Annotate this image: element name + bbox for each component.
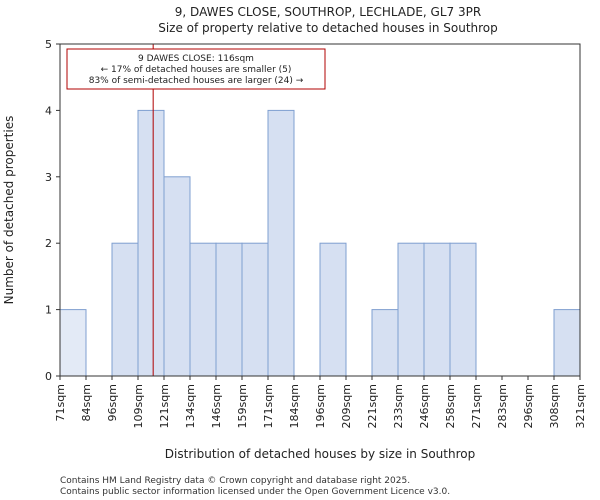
bar-146sqm (215, 242, 243, 377)
x-tick-label: 109sqm (132, 384, 145, 428)
x-tick-label: 271sqm (470, 384, 483, 428)
x-tick-label: 159sqm (236, 384, 249, 428)
bars-group (59, 109, 581, 377)
y-tick-label: 3 (45, 171, 52, 184)
x-tick-label: 296sqm (522, 384, 535, 428)
bar-109sqm (137, 109, 165, 377)
x-tick-label: 96sqm (106, 384, 119, 421)
bar-134sqm (189, 242, 217, 377)
x-axis: 71sqm 84sqm 96sqm 109sqm 121sqm 134sqm 146sqm 1… (54, 376, 587, 428)
chart-title: 9, DAWES CLOSE, SOUTHROP, LECHLADE, GL7 … (175, 5, 481, 19)
annotation-box (66, 48, 326, 90)
x-tick-label: 221sqm (366, 384, 379, 428)
x-axis-label: Distribution of detached houses by size … (165, 447, 475, 461)
chart-subtitle: Size of property relative to detached ho… (158, 21, 498, 35)
annotation-line-2: ← 17% of detached houses are smaller (5) (101, 65, 292, 75)
x-tick-label: 196sqm (314, 384, 327, 428)
bar-159sqm (241, 242, 269, 377)
x-tick-label: 321sqm (574, 384, 587, 428)
bar-196sqm (319, 242, 347, 377)
bar-171sqm (267, 109, 295, 377)
y-tick-label: 4 (45, 104, 52, 117)
bar-233sqm (397, 242, 425, 377)
bar-221sqm (371, 309, 399, 377)
bar-71sqm (59, 309, 87, 377)
y-tick-label: 2 (45, 237, 52, 250)
x-tick-label: 209sqm (340, 384, 353, 428)
x-tick-label: 134sqm (184, 384, 197, 428)
footer-line-2: Contains public sector information licen… (60, 487, 450, 497)
y-axis-label: Number of detached properties (2, 116, 16, 305)
footer-line-1: Contains HM Land Registry data © Crown c… (60, 476, 410, 486)
annotation-line-3: 83% of semi-detached houses are larger (… (89, 76, 304, 86)
y-tick-label: 1 (45, 304, 52, 317)
x-tick-label: 233sqm (392, 384, 405, 428)
x-tick-label: 308sqm (548, 384, 561, 428)
x-tick-label: 246sqm (418, 384, 431, 428)
x-tick-label: 258sqm (444, 384, 457, 428)
y-tick-label: 0 (45, 370, 52, 383)
x-tick-label: 283sqm (496, 384, 509, 428)
annotation-line-1: 9 DAWES CLOSE: 116sqm (138, 54, 254, 64)
x-tick-label: 171sqm (262, 384, 275, 428)
bar-258sqm (449, 242, 477, 377)
x-tick-label: 146sqm (210, 384, 223, 428)
y-tick-label: 5 (45, 38, 52, 51)
x-tick-label: 84sqm (80, 384, 93, 421)
x-tick-label: 184sqm (288, 384, 301, 428)
bar-96sqm (111, 242, 139, 377)
x-tick-label: 71sqm (54, 384, 67, 421)
marker-group: 9 DAWES CLOSE: 116sqm← 17% of detached h… (66, 44, 326, 376)
x-tick-label: 121sqm (158, 384, 171, 428)
y-axis: 0 1 2 3 4 5 (45, 38, 60, 383)
bar-246sqm (423, 242, 451, 377)
bar-121sqm (163, 176, 191, 377)
bar-308sqm (553, 309, 581, 377)
